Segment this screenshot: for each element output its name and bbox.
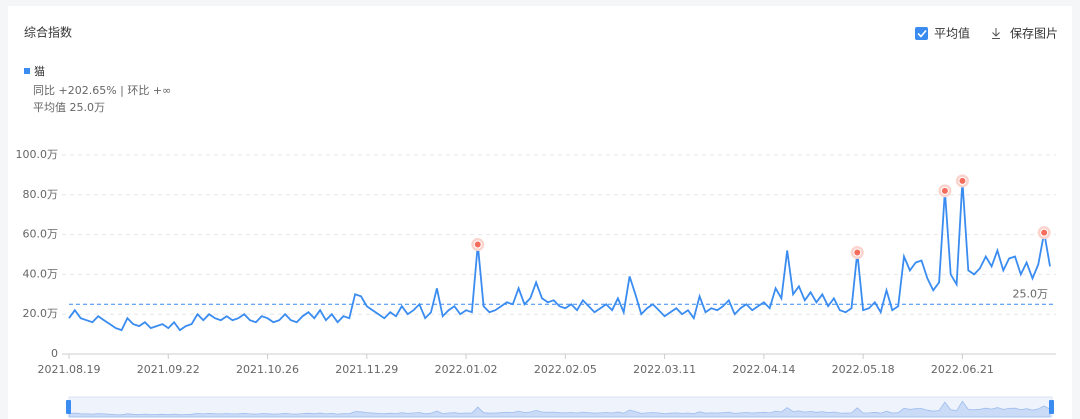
x-tick-label: 2021.11.29: [335, 363, 398, 376]
x-tick-label: 2022.01.02: [435, 363, 498, 376]
y-tick-label: 0: [51, 347, 58, 360]
x-tick-label: 2021.08.19: [38, 363, 101, 376]
x-tick-label: 2022.02.05: [534, 363, 597, 376]
x-tick-label: 2021.09.22: [137, 363, 200, 376]
x-tick-label: 2022.06.21: [931, 363, 994, 376]
peak-marker: [853, 248, 862, 257]
peak-marker: [958, 176, 967, 185]
series-line: [68, 180, 1051, 332]
average-text: 平均值 25.0万: [33, 101, 105, 114]
x-tick-label: 2022.05.18: [832, 363, 895, 376]
average-toggle-label[interactable]: 平均值: [934, 26, 970, 41]
save-button[interactable]: 保存图片: [1010, 27, 1058, 41]
panel-title: 综合指数: [24, 25, 72, 40]
legend-swatch: [24, 68, 30, 74]
minimap-handle[interactable]: [1049, 400, 1054, 414]
average-checkbox[interactable]: [915, 27, 928, 40]
compare-text: 同比 +202.65% | 环比 +∞: [33, 84, 171, 97]
download-icon[interactable]: [992, 28, 1000, 39]
y-tick-label: 60.0万: [23, 228, 59, 241]
legend-label: 猫: [34, 65, 45, 78]
x-tick-label: 2022.04.14: [732, 363, 795, 376]
minimap-area: [68, 400, 1051, 418]
minimap-handle[interactable]: [66, 400, 71, 414]
card: [8, 6, 1072, 419]
peak-marker: [1040, 228, 1049, 237]
average-label: 25.0万: [1013, 287, 1049, 300]
peak-marker: [940, 186, 949, 195]
x-tick-label: 2022.03.11: [633, 363, 696, 376]
y-tick-label: 80.0万: [23, 188, 59, 201]
y-tick-label: 20.0万: [23, 307, 59, 320]
peak-marker: [473, 240, 482, 249]
y-tick-label: 100.0万: [16, 148, 59, 161]
check-icon: [917, 29, 927, 38]
x-tick-label: 2021.10.26: [236, 363, 299, 376]
y-tick-label: 40.0万: [23, 267, 59, 280]
